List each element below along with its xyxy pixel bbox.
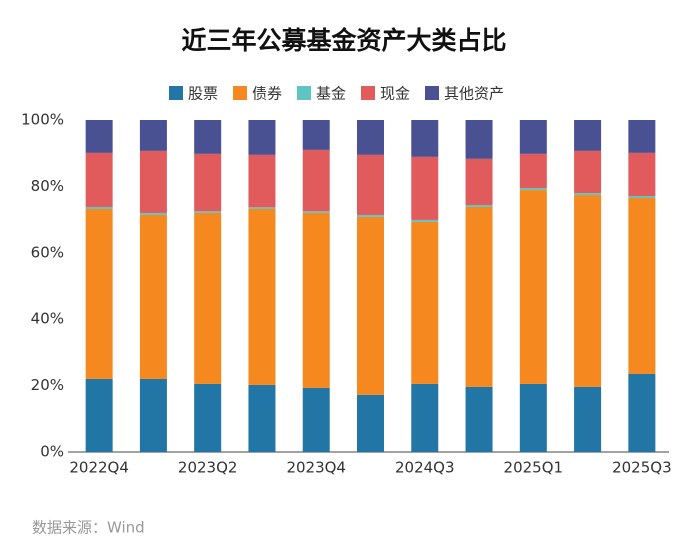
- bar-segment: [574, 386, 602, 452]
- x-tick-label: 2023Q2: [178, 459, 238, 477]
- source-note: 数据来源：Wind: [32, 519, 145, 537]
- legend-label: 现金: [380, 85, 410, 103]
- chart-title: 近三年公募基金资产大类占比: [181, 26, 506, 55]
- bar-segment: [357, 120, 384, 155]
- x-tick-label: 2025Q1: [504, 459, 564, 477]
- y-tick-label: 20%: [31, 376, 64, 394]
- bar-segment: [139, 150, 167, 213]
- x-tick-label: 2022Q4: [69, 459, 129, 477]
- legend-swatch: [361, 86, 375, 100]
- bar-segment: [574, 150, 602, 194]
- bar-segment: [357, 394, 384, 452]
- legend-label: 债券: [252, 85, 282, 103]
- legend-label: 其他资产: [444, 85, 504, 103]
- bar-segment: [139, 214, 167, 379]
- legend-label: 股票: [188, 85, 218, 103]
- y-tick-label: 0%: [40, 443, 64, 461]
- bar-segment: [85, 208, 113, 379]
- bar-segment: [465, 206, 493, 387]
- bar-segment: [628, 120, 656, 153]
- bar-segment: [302, 120, 330, 150]
- y-tick-label: 80%: [31, 177, 64, 195]
- legend-swatch: [297, 86, 311, 100]
- y-tick-label: 40%: [31, 310, 64, 328]
- bar-segment: [85, 378, 113, 452]
- bar-segment: [574, 193, 602, 196]
- bar-segment: [139, 378, 167, 452]
- bar-segment: [248, 154, 276, 208]
- bar-segment: [248, 208, 276, 385]
- bar-segment: [628, 373, 656, 452]
- bar-segment: [628, 196, 656, 199]
- bar-segment: [519, 188, 547, 191]
- bar-segment: [302, 212, 330, 388]
- bar-segment: [302, 211, 330, 213]
- bar-segment: [248, 207, 276, 209]
- bar-segment: [628, 198, 656, 374]
- bar-segment: [139, 212, 167, 215]
- y-tick-label: 100%: [21, 111, 64, 129]
- bar-segment: [85, 152, 113, 207]
- bar-segment: [139, 120, 167, 151]
- legend-swatch: [169, 86, 183, 100]
- bar-segment: [302, 149, 330, 212]
- bar-segment: [465, 158, 493, 205]
- bar-segment: [411, 120, 439, 157]
- bar-segment: [519, 383, 547, 452]
- bar-segment: [519, 190, 547, 384]
- bar-segment: [194, 212, 222, 384]
- bar-segment: [357, 214, 384, 217]
- legend-swatch: [425, 86, 439, 100]
- bar-segment: [574, 120, 602, 151]
- bar-segment: [411, 156, 439, 220]
- x-tick-label: 2025Q3: [612, 459, 672, 477]
- bar-segment: [519, 153, 547, 189]
- bar-segment: [194, 383, 222, 452]
- bar-segment: [248, 384, 276, 452]
- bar-segment: [411, 219, 439, 222]
- bar-segment: [574, 195, 602, 387]
- y-tick-label: 60%: [31, 243, 64, 261]
- bar-segment: [194, 211, 222, 213]
- bar-segment: [411, 383, 439, 452]
- bar-segment: [357, 216, 384, 395]
- legend-label: 基金: [316, 85, 346, 103]
- bar-segment: [85, 120, 113, 153]
- bar-segment: [465, 204, 493, 207]
- bar-segment: [194, 120, 222, 154]
- bar-segment: [302, 387, 330, 452]
- x-tick-label: 2024Q3: [395, 459, 455, 477]
- bar-segment: [85, 206, 113, 209]
- bar-segment: [357, 154, 384, 215]
- bar-segment: [465, 386, 493, 452]
- bar-segment: [519, 120, 547, 154]
- bar-segment: [628, 152, 656, 197]
- bar-segment: [465, 120, 493, 159]
- bar-segment: [411, 221, 439, 384]
- x-tick-label: 2023Q4: [286, 459, 346, 477]
- bar-segment: [194, 153, 222, 212]
- bar-segment: [248, 120, 276, 155]
- legend-swatch: [233, 86, 247, 100]
